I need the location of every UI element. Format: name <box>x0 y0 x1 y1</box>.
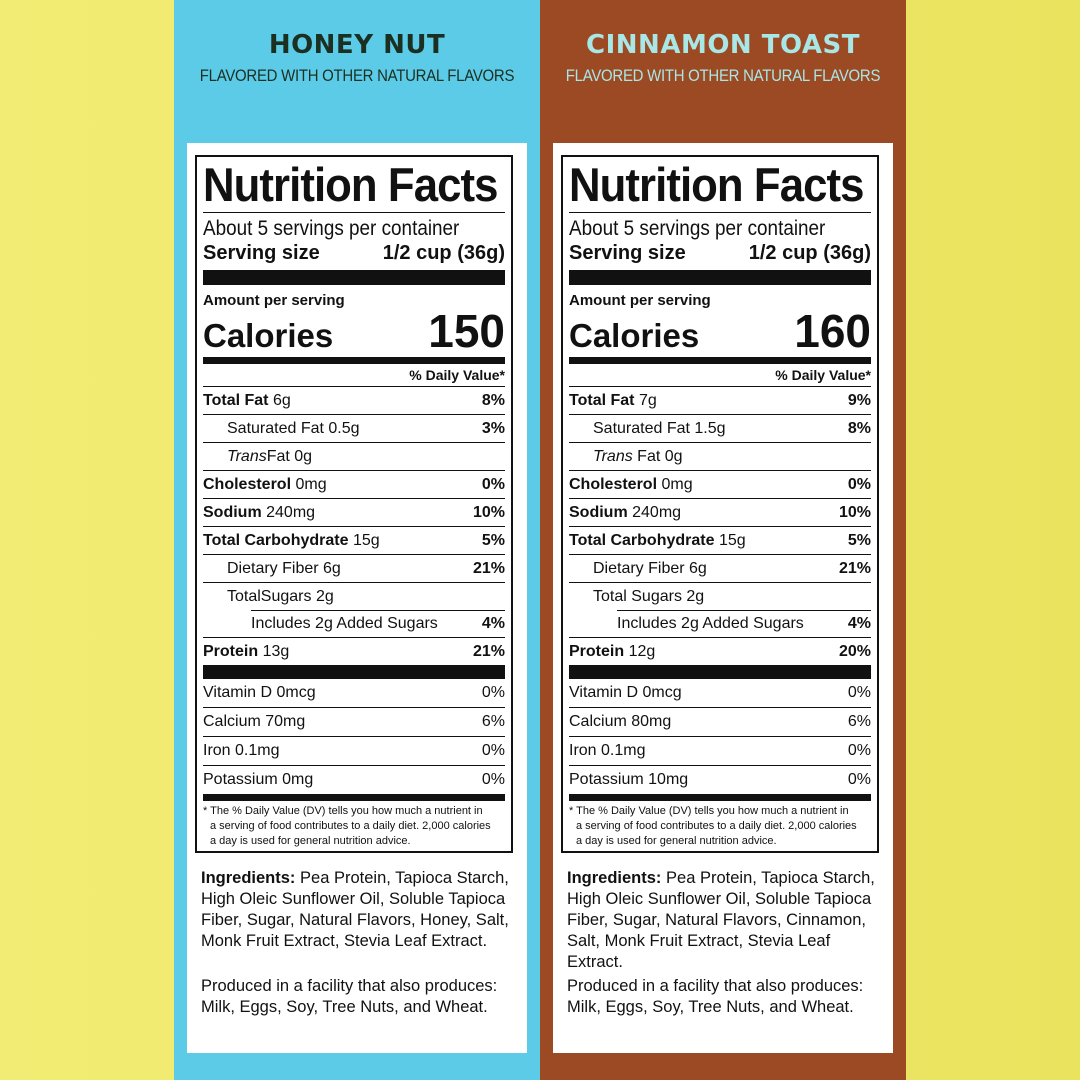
total-carbohydrate-row: Total Carbohydrate 15g 5% <box>569 527 871 555</box>
label-card: Nutrition Facts About 5 servings per con… <box>187 143 527 1053</box>
protein-row: Protein 12g 20% <box>569 642 871 660</box>
total-sugars-row: Total Sugars 2g <box>569 583 871 611</box>
ingredients: Ingredients: Pea Protein, Tapioca Starch… <box>567 869 875 971</box>
serving-size: Serving size 1/2 cup (36g) <box>569 242 871 264</box>
sodium-row: Sodium 240mg 10% <box>569 499 871 527</box>
daily-value-header: % Daily Value* <box>775 367 871 383</box>
allergen-statement: Produced in a facility that also produce… <box>201 977 498 1016</box>
added-sugars-row: Includes 2g Added Sugars 4% <box>569 610 871 638</box>
iron-row: Iron 0.1mg 0% <box>203 737 505 766</box>
total-carbohydrate-row: Total Carbohydrate 15g 5% <box>203 527 505 555</box>
cholesterol-row: Cholesterol 0mg 0% <box>569 471 871 499</box>
nutrition-facts-title: Nutrition Facts <box>569 158 864 211</box>
added-sugars-row: Includes 2g Added Sugars 4% <box>203 610 505 638</box>
product-subtitle: FLAVORED WITH OTHER NATURAL FLAVORS <box>199 66 515 85</box>
daily-value-header: % Daily Value* <box>409 367 505 383</box>
product-title: CINNAMON TOAST <box>586 30 860 60</box>
saturated-fat-row: Saturated Fat 1.5g 8% <box>569 415 871 443</box>
calories-row: Calories 150 <box>203 305 505 357</box>
honey-nut-panel: HONEY NUT FLAVORED WITH OTHER NATURAL FL… <box>174 0 540 1080</box>
dietary-fiber-row: Dietary Fiber 6g 21% <box>203 555 505 583</box>
daily-value-footnote: * The % Daily Value (DV) tells you how m… <box>203 805 491 847</box>
trans-fat-row: TransFat 0g <box>203 443 505 471</box>
daily-value-footnote: * The % Daily Value (DV) tells you how m… <box>569 805 857 847</box>
nutrition-facts-title: Nutrition Facts <box>203 158 498 211</box>
calories-row: Calories 160 <box>569 305 871 357</box>
protein-row: Protein 13g 21% <box>203 642 505 660</box>
dietary-fiber-row: Dietary Fiber 6g 21% <box>569 555 871 583</box>
potassium-row: Potassium 10mg 0% <box>569 771 871 788</box>
nutrition-facts-label: Nutrition Facts About 5 servings per con… <box>561 155 879 853</box>
allergen-statement: Produced in a facility that also produce… <box>567 977 864 1016</box>
vitamin-d-row: Vitamin D 0mcg 0% <box>569 679 871 708</box>
amount-per-serving: Amount per serving <box>569 292 711 309</box>
vitamin-d-row: Vitamin D 0mcg 0% <box>203 679 505 708</box>
sodium-row: Sodium 240mg 10% <box>203 499 505 527</box>
label-card: Nutrition Facts About 5 servings per con… <box>553 143 893 1053</box>
amount-per-serving: Amount per serving <box>203 292 345 309</box>
total-fat-row: Total Fat 7g 9% <box>569 387 871 415</box>
trans-fat-row: Trans Fat 0g <box>569 443 871 471</box>
saturated-fat-row: Saturated Fat 0.5g 3% <box>203 415 505 443</box>
servings-per-container: About 5 servings per container <box>569 217 826 240</box>
calories-value: 160 <box>794 305 871 357</box>
product-subtitle: FLAVORED WITH OTHER NATURAL FLAVORS <box>565 66 881 85</box>
total-fat-row: Total Fat 6g 8% <box>203 387 505 415</box>
iron-row: Iron 0.1mg 0% <box>569 737 871 766</box>
serving-size: Serving size 1/2 cup (36g) <box>203 242 505 264</box>
total-sugars-row: TotalSugars 2g <box>203 583 505 611</box>
potassium-row: Potassium 0mg 0% <box>203 771 505 788</box>
product-title: HONEY NUT <box>268 30 446 60</box>
servings-per-container: About 5 servings per container <box>203 217 460 240</box>
calcium-row: Calcium 70mg 6% <box>203 708 505 737</box>
cinnamon-toast-panel: CINNAMON TOAST FLAVORED WITH OTHER NATUR… <box>540 0 906 1080</box>
calories-value: 150 <box>428 305 505 357</box>
ingredients: Ingredients: Pea Protein, Tapioca Starch… <box>201 869 509 950</box>
nutrition-facts-label: Nutrition Facts About 5 servings per con… <box>195 155 513 853</box>
cholesterol-row: Cholesterol 0mg 0% <box>203 471 505 499</box>
calcium-row: Calcium 80mg 6% <box>569 708 871 737</box>
